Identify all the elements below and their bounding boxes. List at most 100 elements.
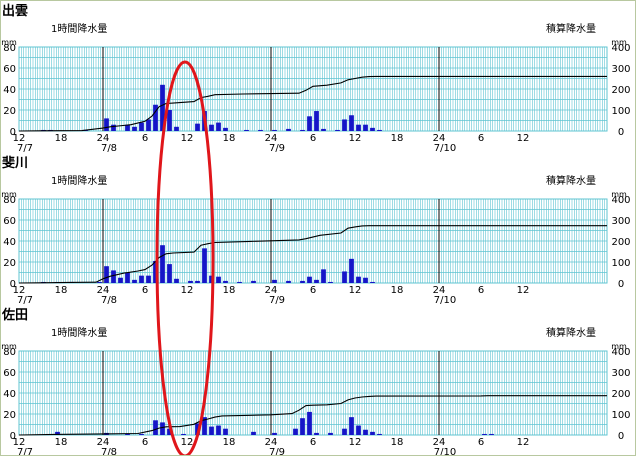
hourly-bar [307,411,312,435]
hourly-bar [314,432,319,435]
y-tick-label: 40 [3,237,16,248]
hourly-bar [349,258,354,283]
y-tick-label: 20 [3,258,16,269]
date-label: 7/9 [269,295,285,306]
hourly-bar [286,280,291,283]
hourly-bar [167,264,172,283]
x-tick-label: 12 [13,437,26,448]
hourly-bar [153,420,158,435]
x-tick-label: 12 [181,285,194,296]
y2-tick-label: 400 [611,43,630,54]
x-tick-label: 18 [55,133,68,144]
hourly-bar [314,111,319,131]
hourly-bar [370,281,375,283]
date-label: 7/8 [101,295,117,306]
date-label: 7/9 [269,143,285,154]
y-tick-label: 60 [3,368,16,379]
hourly-bar [125,124,130,131]
y2-tick-label: 0 [618,127,624,138]
hourly-bar [223,127,228,131]
x-tick-label: 12 [349,437,362,448]
hourly-bar [167,428,172,435]
station-name: 斐川 [1,155,28,171]
hourly-bar [342,428,347,435]
x-tick-label: 24 [433,285,446,296]
x-tick-label: 6 [142,133,148,144]
hourly-bar [202,417,207,435]
right-unit-label: mm [611,342,627,351]
hourly-bar [55,431,60,435]
hourly-bar [216,425,221,435]
hourly-bar [335,129,340,131]
x-tick-label: 12 [349,133,362,144]
hourly-bar [356,124,361,131]
chart-panel-1: 出雲 1時間降水量 積算降水量 mm mm 0 20 40 60 80 0 100 200 300 400 1… [1,3,630,154]
hourly-bar [349,115,354,131]
hourly-bar [356,425,361,435]
hourly-bar [300,129,305,131]
hourly-bar [216,122,221,131]
x-tick-label: 18 [55,285,68,296]
date-label: 7/7 [17,447,33,455]
hourly-bar [167,110,172,131]
y-tick-label: 80 [3,347,16,358]
hourly-bar [223,428,228,435]
x-tick-label: 24 [265,437,278,448]
x-tick-label: 24 [97,133,110,144]
y-tick-label: 40 [3,389,16,400]
hourly-bar [342,271,347,283]
hourly-bar [97,281,102,283]
hourly-rain-label: 1時間降水量 [51,22,107,35]
hourly-bar [104,118,109,131]
y2-tick-label: 400 [611,195,630,206]
hourly-bar [139,433,144,435]
y2-tick-label: 200 [611,85,630,96]
hourly-bar [174,126,179,131]
hourly-bar [118,277,123,283]
y2-tick-label: 300 [611,216,630,227]
hourly-bar [314,279,319,283]
hourly-bar [223,280,228,283]
x-tick-label: 18 [55,437,68,448]
y-tick-label: 20 [3,106,16,117]
y2-tick-label: 200 [611,237,630,248]
x-tick-label: 6 [310,285,316,296]
hourly-bar [111,270,116,283]
hourly-bar [370,127,375,131]
y2-tick-label: 100 [611,410,630,421]
date-label: 7/8 [101,143,117,154]
y-tick-label: 80 [3,43,16,54]
hourly-bar [146,275,151,283]
y2-tick-label: 100 [611,258,630,269]
hourly-bar [307,116,312,131]
x-tick-label: 12 [349,285,362,296]
hourly-bar [216,276,221,283]
hourly-bar [195,123,200,131]
x-tick-label: 6 [142,437,148,448]
hourly-bar [363,277,368,283]
x-tick-label: 24 [97,285,110,296]
y-tick-label: 60 [3,216,16,227]
hourly-bar [321,128,326,131]
x-tick-label: 6 [310,437,316,448]
station-name: 佐田 [1,307,28,323]
y2-tick-label: 0 [618,431,624,442]
date-label: 7/7 [17,295,33,306]
hourly-bar [132,279,137,283]
cumulative-rain-label: 積算降水量 [546,22,596,35]
x-tick-label: 24 [433,437,446,448]
hourly-bar [139,275,144,283]
x-tick-label: 12 [181,133,194,144]
x-tick-label: 24 [433,133,446,144]
date-label: 7/7 [17,143,33,154]
hourly-bar [125,433,130,435]
y-tick-label: 0 [10,431,16,442]
hourly-bar [293,428,298,435]
hourly-bar [153,104,158,131]
x-tick-label: 18 [223,285,236,296]
hourly-bar [356,276,361,283]
hourly-bar [272,279,277,283]
hourly-bar [125,272,130,283]
hourly-bar [104,266,109,283]
